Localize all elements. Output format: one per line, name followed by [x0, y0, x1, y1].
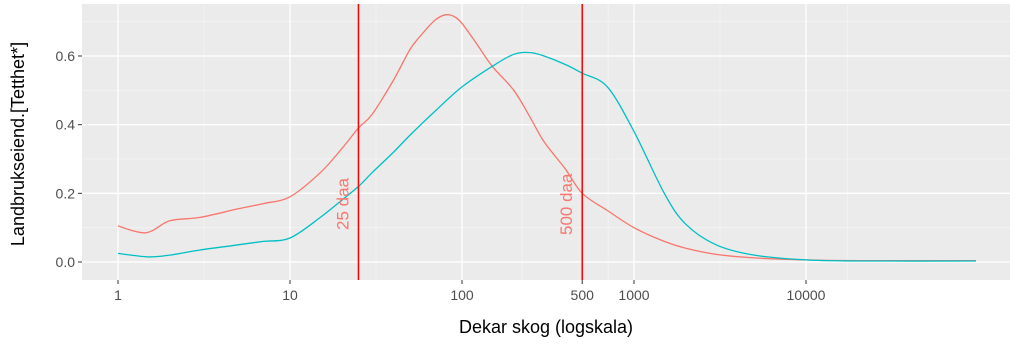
- x-tick-label: 100: [450, 287, 474, 303]
- y-tick-label: 0.6: [56, 48, 76, 64]
- y-tick-label: 0.0: [56, 254, 76, 270]
- y-axis-ticks: 0.0 0.2 0.4 0.6: [56, 48, 82, 270]
- series-line-2: [117, 51, 977, 262]
- minor-gridlines: [82, 4, 1010, 280]
- x-axis-ticks: 1 10 100 500 1000 10000: [114, 280, 826, 303]
- vline-label-500: 500 daa: [557, 173, 576, 235]
- x-tick-label: 10: [282, 287, 298, 303]
- series-line-1: [117, 13, 977, 262]
- y-axis-title: Landbrukseiend.[Tetthet*]: [8, 42, 28, 246]
- x-tick-label: 1: [114, 287, 122, 303]
- y-tick-label: 0.4: [56, 117, 76, 133]
- x-tick-label: 10000: [787, 287, 826, 303]
- plot-panel: [82, 4, 1010, 280]
- vline-label-25: 25 daa: [333, 177, 352, 230]
- x-tick-label: 500: [571, 287, 595, 303]
- x-tick-label: 1000: [618, 287, 649, 303]
- reference-lines: 25 daa 500 daa: [333, 4, 583, 280]
- y-tick-label: 0.2: [56, 185, 76, 201]
- x-axis-title: Dekar skog (logskala): [459, 317, 633, 337]
- series-lines: [117, 13, 977, 262]
